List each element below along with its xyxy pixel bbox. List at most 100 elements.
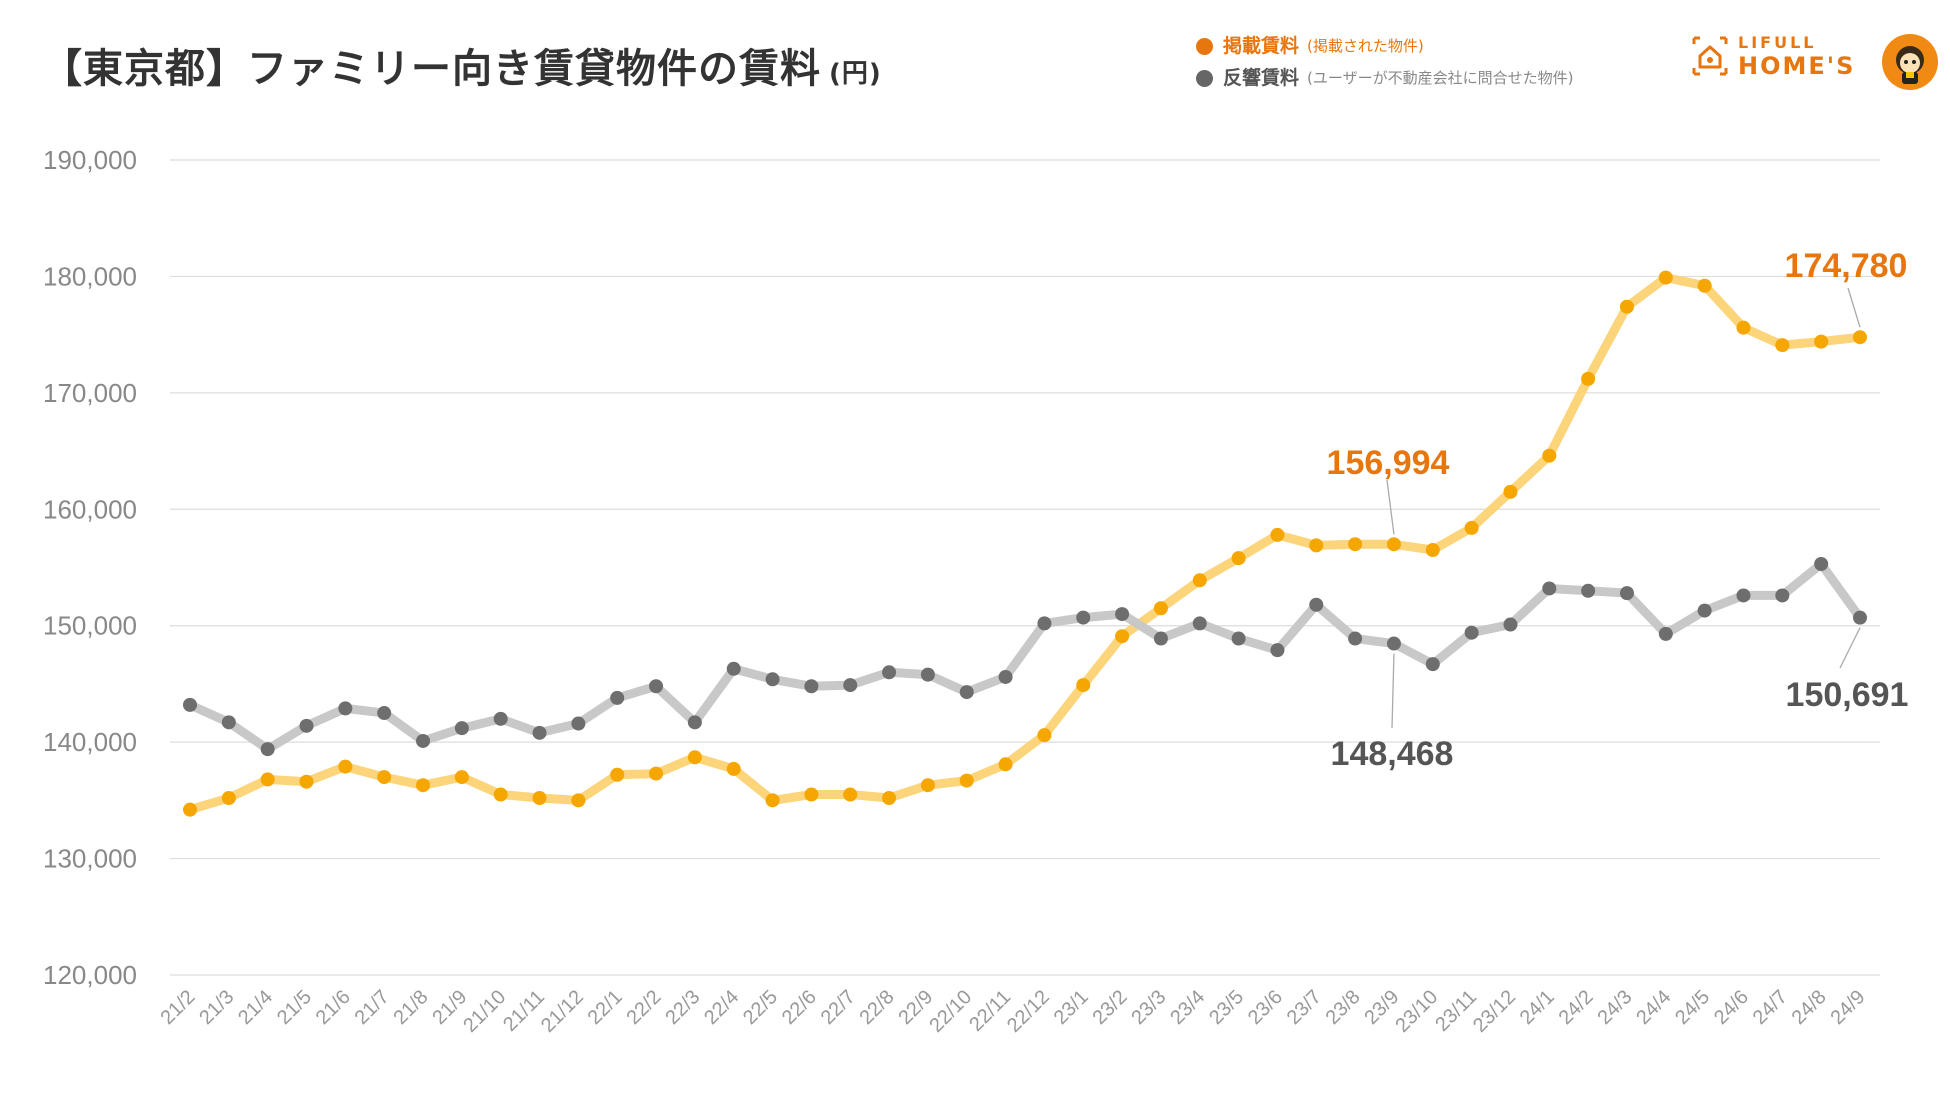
data-point	[1697, 278, 1712, 293]
data-point	[221, 715, 236, 730]
mascot-icon	[1882, 34, 1938, 90]
data-point	[610, 690, 625, 705]
data-point	[804, 679, 819, 694]
data-point	[377, 770, 392, 785]
data-point	[1348, 537, 1363, 552]
data-point	[998, 757, 1013, 772]
data-point	[1658, 270, 1673, 285]
x-tick-label: 22/10	[925, 986, 976, 1037]
callout-label: 148,468	[1331, 735, 1454, 773]
x-tick-label: 24/6	[1710, 986, 1753, 1029]
x-tick-label: 22/7	[817, 986, 860, 1029]
x-tick-label: 23/3	[1127, 986, 1170, 1029]
data-point	[1309, 538, 1324, 553]
data-point	[1853, 330, 1867, 345]
data-point	[1736, 588, 1751, 603]
x-tick-label: 21/6	[312, 986, 355, 1029]
data-point	[260, 742, 275, 757]
x-tick-label: 23/7	[1283, 986, 1326, 1029]
x-tick-label: 22/3	[661, 986, 704, 1029]
data-point	[1814, 557, 1829, 572]
x-tick-label: 22/4	[700, 986, 743, 1029]
data-point	[1231, 631, 1246, 646]
data-point	[1231, 551, 1246, 566]
data-point	[610, 767, 625, 782]
data-point	[1386, 636, 1401, 651]
data-point	[1697, 603, 1712, 618]
legend-note: (掲載された物件)	[1307, 37, 1424, 55]
x-tick-label: 24/7	[1749, 986, 1792, 1029]
x-tick-label: 24/9	[1826, 986, 1869, 1029]
data-point	[1153, 631, 1168, 646]
data-point	[493, 711, 508, 726]
y-tick-label: 150,000	[43, 611, 137, 641]
data-point	[998, 669, 1013, 684]
x-tick-label: 23/5	[1205, 986, 1248, 1029]
x-tick-label: 21/7	[351, 986, 394, 1029]
data-point	[882, 665, 897, 680]
y-tick-label: 140,000	[43, 727, 137, 757]
data-point	[1192, 573, 1207, 588]
x-tick-label: 23/2	[1089, 986, 1132, 1029]
lifull-homes-logo: LIFULL HOME'S	[1690, 34, 1855, 78]
data-point	[726, 761, 741, 776]
x-tick-label: 22/5	[739, 986, 782, 1029]
x-tick-label: 21/3	[195, 986, 238, 1029]
data-point	[1542, 448, 1557, 463]
x-tick-label: 24/3	[1593, 986, 1636, 1029]
x-tick-label: 22/12	[1003, 986, 1054, 1037]
x-tick-label: 21/4	[234, 986, 277, 1029]
data-point	[687, 750, 702, 765]
series-line	[185, 559, 1865, 754]
data-point	[1348, 631, 1363, 646]
x-tick-label: 23/6	[1244, 986, 1287, 1029]
data-point	[1115, 629, 1130, 644]
data-point	[183, 802, 197, 817]
callout-leader	[1847, 287, 1861, 328]
data-point	[299, 718, 314, 733]
data-point	[1153, 601, 1168, 616]
data-point	[221, 791, 236, 806]
data-point	[1619, 299, 1634, 314]
data-point	[959, 685, 974, 700]
data-point	[1503, 617, 1518, 632]
x-tick-label: 22/11	[965, 986, 1015, 1036]
data-point	[1736, 320, 1751, 335]
x-tick-label: 23/1	[1050, 986, 1093, 1029]
data-point	[882, 791, 897, 806]
data-point	[1425, 657, 1440, 672]
data-point	[571, 793, 586, 808]
data-point	[1076, 610, 1091, 625]
x-tick-label: 23/10	[1391, 986, 1442, 1037]
data-point	[765, 672, 780, 687]
data-point	[920, 778, 935, 793]
x-tick-label: 23/11	[1431, 986, 1481, 1036]
data-point	[416, 778, 431, 793]
x-tick-label: 23/12	[1469, 986, 1520, 1037]
data-point	[1386, 537, 1401, 552]
data-point	[1037, 728, 1052, 743]
callout-leader	[1839, 627, 1861, 669]
y-tick-label: 180,000	[43, 261, 137, 291]
legend-dot-icon	[1196, 69, 1213, 87]
x-tick-label: 21/10	[459, 986, 510, 1037]
chart-title-unit: (円)	[829, 59, 882, 89]
data-point	[1076, 678, 1091, 693]
legend-label: 反響賃料	[1223, 67, 1300, 89]
x-tick-label: 21/12	[537, 986, 588, 1037]
data-point	[1270, 527, 1285, 542]
legend-note: (ユーザーが不動産会社に問合せた物件)	[1307, 69, 1574, 87]
data-point	[1425, 543, 1440, 558]
data-point	[1192, 616, 1207, 631]
y-tick-label: 190,000	[43, 145, 137, 175]
data-point	[493, 787, 508, 802]
data-point	[377, 706, 392, 721]
house-icon	[1692, 36, 1728, 76]
x-tick-label: 22/6	[778, 986, 821, 1029]
legend-item-inquiry: 反響賃料 (ユーザーが不動産会社に問合せた物件)	[1196, 62, 1573, 94]
x-tick-label: 21/2	[156, 986, 199, 1029]
data-point	[843, 787, 858, 802]
data-point	[1581, 583, 1596, 598]
x-tick-label: 23/4	[1166, 986, 1209, 1029]
